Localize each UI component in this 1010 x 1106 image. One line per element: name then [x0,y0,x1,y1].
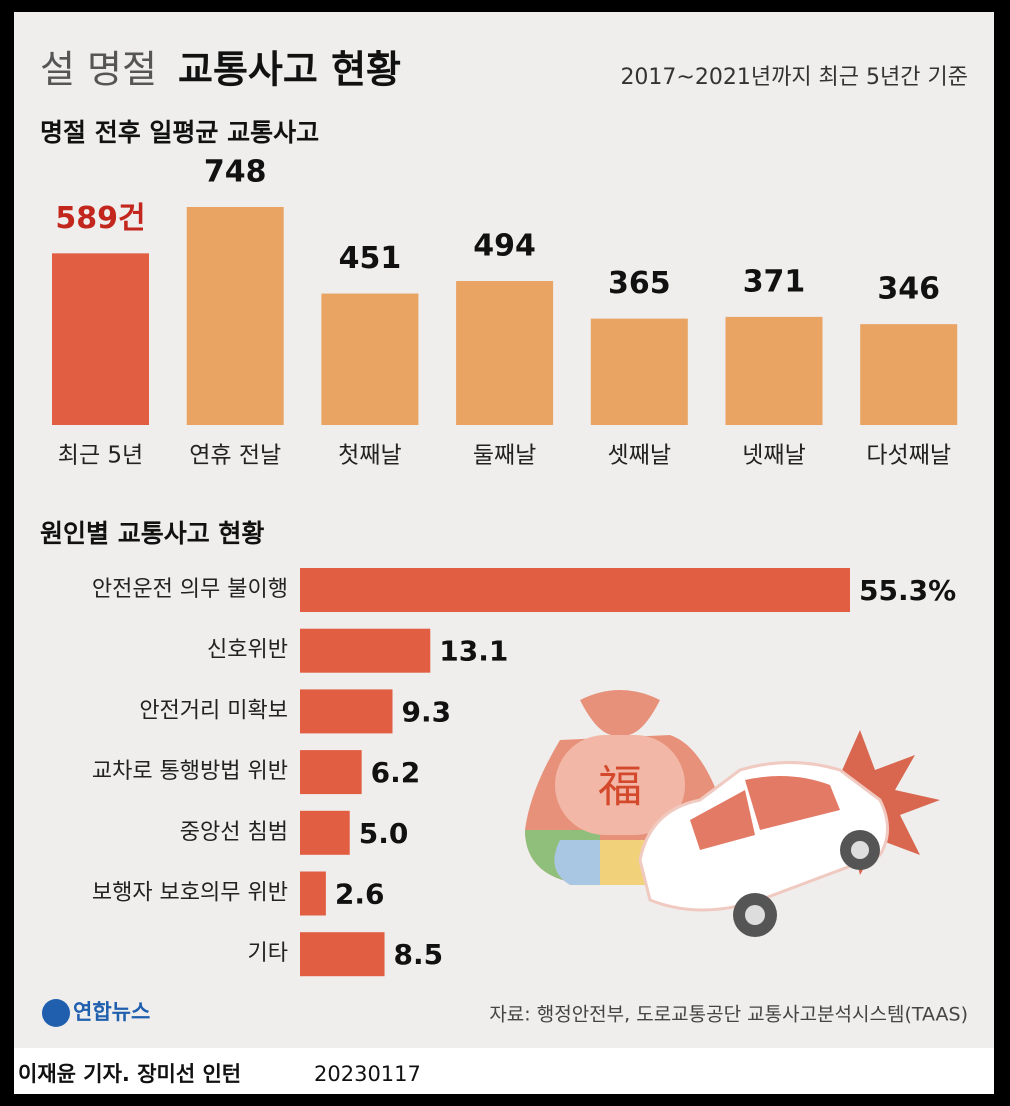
bar [321,293,419,425]
bar [300,750,362,795]
category-label: 중앙선 침범 [180,820,288,845]
bar [725,316,823,425]
source: 자료: 행정안전부, 도로교통공단 교통사고분석시스템(TAAS) [489,1004,968,1026]
category-label: 넷째날 [742,443,805,469]
footer-band [14,1048,994,1094]
category-label: 교차로 통행방법 위반 [92,759,288,784]
category-label: 보행자 보호의무 위반 [92,881,288,906]
bar [860,324,958,425]
title-bold: 교통사고 현황 [178,48,401,92]
bar [186,207,284,425]
value-label: 451 [339,241,402,276]
value-label: 346 [877,272,940,307]
value-label: 494 [473,229,536,264]
value-label: 371 [743,264,806,299]
category-label: 둘째날 [473,443,536,469]
bar [300,689,393,734]
category-label: 다섯째날 [866,443,951,469]
bar [300,810,350,855]
chart-title: 원인별 교통사고 현황 [40,519,264,548]
category-label: 신호위반 [207,638,288,663]
illustration: 福 [525,690,940,937]
bar [300,568,850,612]
value-label: 365 [608,266,671,301]
logo-text: 연합뉴스 [73,1000,150,1024]
value-label: 589건 [55,201,145,236]
value-label: 13.1 [439,635,508,668]
credit: 이재윤 기자. 장미선 인턴 [18,1062,241,1086]
value-label: 748 [204,155,267,190]
bar [590,318,688,425]
value-label: 2.6 [335,878,385,911]
subtitle: 2017~2021년까지 최근 5년간 기준 [620,65,968,90]
category-label: 셋째날 [608,443,671,469]
value-label: 5.0 [359,817,409,850]
date: 20230117 [314,1062,421,1086]
bar [300,871,326,916]
category-label: 안전거리 미확보 [139,698,288,723]
logo: 연합뉴스 [42,999,150,1027]
bar [456,281,554,425]
background [14,12,994,1048]
category-label: 기타 [248,941,288,966]
category-label: 최근 5년 [58,443,143,469]
illustration-text: 福 [598,762,642,813]
category-label: 안전운전 의무 불이행 [92,577,288,602]
category-label: 첫째날 [338,443,401,469]
value-label: 9.3 [401,695,451,728]
bar [300,628,431,673]
bar [300,932,385,977]
category-label: 연휴 전날 [189,443,281,469]
value-label: 8.5 [394,938,444,971]
value-label: 55.3% [859,574,956,607]
chart-title: 명절 전후 일평균 교통사고 [40,118,319,147]
bar [52,253,149,425]
value-label: 6.2 [371,756,421,789]
title-light: 설 명절 [40,48,157,92]
